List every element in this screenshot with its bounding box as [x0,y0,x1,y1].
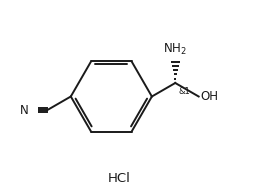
Text: HCl: HCl [108,172,130,185]
Text: OH: OH [200,90,218,103]
Text: N: N [20,103,29,117]
Text: NH$_2$: NH$_2$ [163,42,187,57]
Text: &1: &1 [179,87,190,96]
